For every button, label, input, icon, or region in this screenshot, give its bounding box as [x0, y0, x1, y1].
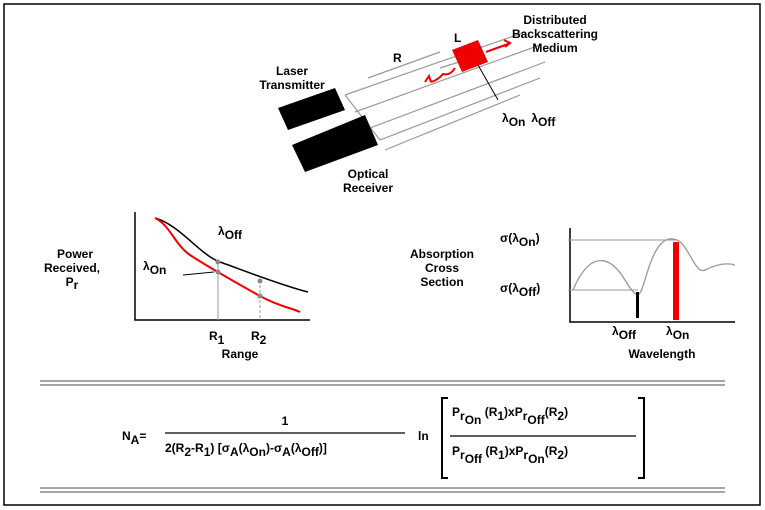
equation: NA= 1 2(R2-R1) [σA(λOn)-σA(λOff)] ln PrO… — [122, 398, 644, 478]
curve-off-label: λOff — [218, 224, 243, 242]
text-part: A — [131, 433, 140, 447]
text-part: σ(λ — [500, 281, 519, 295]
text-part: A — [282, 445, 291, 459]
text-part: )] — [319, 441, 327, 455]
wavelength-label: Wavelength — [629, 347, 696, 361]
text-part: (λ — [239, 441, 250, 455]
text-part: )xP — [505, 444, 524, 458]
text-part: ) [σ — [210, 441, 230, 455]
text-part: On — [465, 413, 482, 427]
ratio-bottom: PrOff (R1)xPrOn(R2) — [452, 444, 568, 466]
text-part: σ(λ — [500, 231, 519, 245]
on-bar — [673, 242, 679, 320]
frame — [4, 4, 760, 505]
text-part: (λ — [291, 441, 302, 455]
text-part: (R — [482, 444, 498, 458]
text-part: )xP — [504, 405, 523, 419]
off-bar — [636, 292, 639, 318]
text-part: N — [122, 429, 131, 443]
text-part: ) — [564, 405, 568, 419]
text-part: (R — [481, 405, 497, 419]
text-part: P — [66, 275, 74, 289]
power-y-label: PowerReceived,Pr — [44, 247, 100, 292]
text-part: Off — [619, 328, 637, 342]
text-part: Off — [538, 115, 556, 129]
equation-lhs: NA= — [122, 429, 146, 447]
off-tick-label: λOff — [612, 324, 637, 342]
text-part: A — [230, 445, 239, 459]
text-part: Power — [57, 247, 93, 261]
ln: ln — [418, 429, 429, 443]
text-part: -R — [191, 441, 204, 455]
text-part: On — [249, 445, 266, 459]
text-part: P — [452, 405, 460, 419]
text-part: )-σ — [266, 441, 282, 455]
pointer — [478, 65, 498, 100]
axes — [570, 228, 735, 322]
text-part: P — [452, 444, 460, 458]
text-part: Off — [302, 445, 320, 459]
text-part: 2(R — [165, 441, 185, 455]
text-part: On — [509, 115, 526, 129]
text-part: Receiver — [343, 181, 393, 195]
text-part: 1 — [218, 333, 225, 347]
text-part: R — [209, 329, 218, 343]
numerator: 1 — [282, 414, 289, 428]
text-part: r — [74, 278, 79, 292]
text-part: Laser — [276, 64, 308, 78]
cell-marker: L — [454, 31, 461, 45]
cross-section-y-label: AbsorptionCrossSection — [410, 247, 474, 289]
text-part: Received, — [44, 261, 100, 275]
text-part: ) — [536, 231, 540, 245]
brackets — [442, 398, 644, 478]
text-part: On — [673, 328, 690, 342]
r1-label: R1 — [209, 329, 225, 347]
text-part: Off — [225, 228, 243, 242]
ratio-top: PrOn (R1)xPrOff(R2) — [452, 405, 568, 427]
text-part: (R — [545, 444, 558, 458]
text-part: ) — [536, 281, 540, 295]
sigma-on-label: σ(λOn) — [500, 231, 540, 249]
text-part: Transmitter — [259, 78, 325, 92]
text-part: = — [139, 429, 146, 443]
range-label: Range — [222, 347, 259, 361]
text-part: Backscattering — [512, 27, 598, 41]
beams — [345, 32, 545, 150]
text-part: Absorption — [410, 247, 474, 261]
on-tick-label: λOn — [666, 324, 689, 342]
text-part: (R — [545, 405, 558, 419]
text-part: ) — [564, 444, 568, 458]
r2-label: R2 — [251, 329, 267, 347]
curve-on-label: λOn — [143, 259, 166, 277]
text-part: Section — [420, 275, 463, 289]
absorption-curve — [573, 239, 735, 295]
text-part: On — [519, 235, 536, 249]
sigma-off-label: σ(λOff) — [500, 281, 540, 299]
text-part: 2 — [260, 333, 267, 347]
range-marker: R — [393, 51, 402, 65]
text-part: Optical — [348, 167, 389, 181]
text-part: Off — [465, 452, 483, 466]
denominator: 2(R2-R1) [σA(λOn)-σA(λOff)] — [165, 441, 327, 459]
laser-transmitter — [278, 88, 345, 130]
text-part: Medium — [532, 41, 577, 55]
text-part: Distributed — [523, 13, 586, 27]
text-part: Off — [527, 413, 545, 427]
diagram: DistributedBackscatteringMedium LaserTra… — [0, 0, 765, 510]
text-part: On — [528, 452, 545, 466]
text-part: R — [251, 329, 260, 343]
text-part: Cross — [425, 261, 459, 275]
text-part: On — [150, 263, 167, 277]
on-pointer — [183, 272, 214, 275]
text-part: Off — [519, 285, 537, 299]
